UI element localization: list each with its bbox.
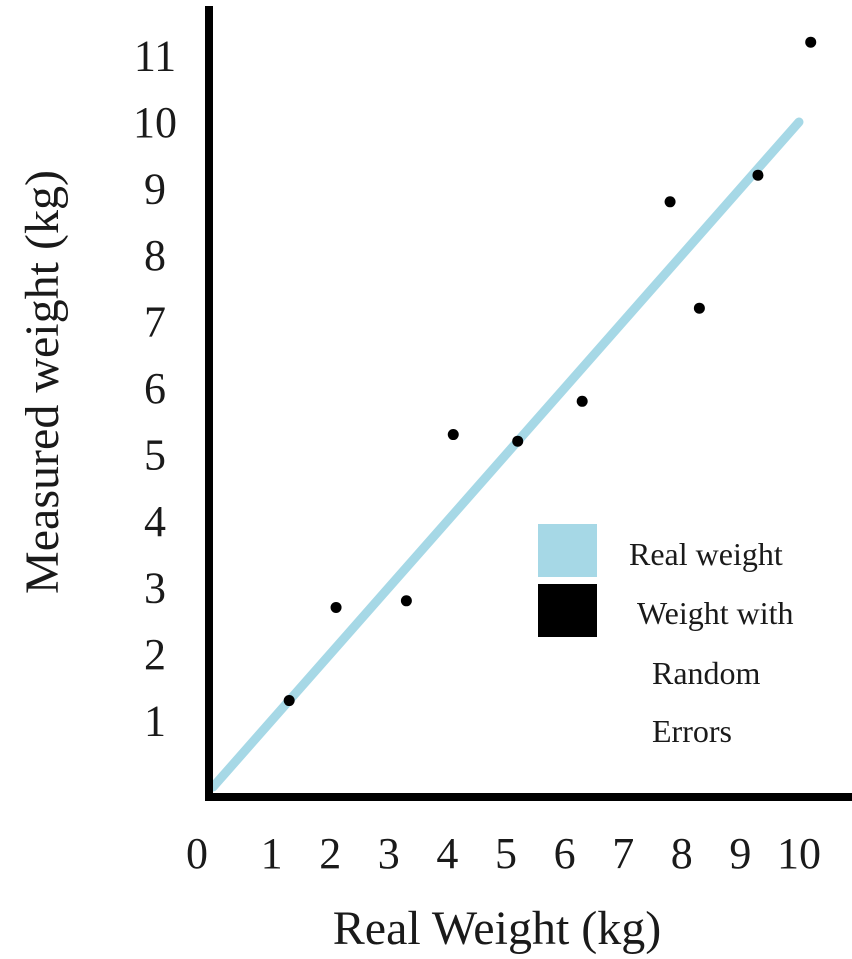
x-tick-label: 7 <box>612 829 634 878</box>
x-axis-title: Real Weight (kg) <box>333 902 662 955</box>
data-point <box>400 595 412 607</box>
legend-label: Real weight <box>629 536 783 572</box>
y-tick-label: 3 <box>144 564 166 613</box>
x-tick-label: 3 <box>378 829 400 878</box>
data-point <box>330 601 342 613</box>
data-point <box>752 169 764 181</box>
y-tick-label: 1 <box>144 697 166 746</box>
y-tick-label: 2 <box>144 630 166 679</box>
y-tick-label: 4 <box>144 497 166 546</box>
x-tick-label: 9 <box>729 829 751 878</box>
real-weight-line <box>208 117 804 792</box>
x-tick-label: 10 <box>777 829 821 878</box>
origin-label: 0 <box>186 829 208 878</box>
data-point <box>664 196 676 208</box>
data-point <box>283 695 295 707</box>
y-tick-label: 7 <box>144 298 166 347</box>
legend: Real weight Weight with Random Errors <box>538 524 794 749</box>
y-tick-label: 8 <box>144 231 166 280</box>
x-tick-label: 1 <box>261 829 283 878</box>
x-tick-label: 2 <box>319 829 341 878</box>
legend-label: Errors <box>652 713 732 749</box>
legend-label: Random <box>652 655 761 691</box>
legend-swatch <box>538 584 597 637</box>
y-axis-title: Measured weight (kg) <box>16 170 69 594</box>
data-point <box>693 302 705 314</box>
legend-swatch <box>538 524 597 577</box>
legend-label: Weight with <box>637 595 794 631</box>
y-tick-label: 5 <box>144 431 166 480</box>
x-tick-label: 8 <box>671 829 693 878</box>
data-point <box>447 429 459 441</box>
x-tick-label: 4 <box>436 829 458 878</box>
x-tick-label: 6 <box>554 829 576 878</box>
plot-marks <box>208 36 817 792</box>
data-point <box>805 36 817 48</box>
y-tick-label: 10 <box>133 98 177 147</box>
y-tick-labels: 1 2 3 4 5 6 7 8 9 10 11 <box>133 32 177 746</box>
data-point <box>576 395 588 407</box>
x-tick-labels: 1 2 3 4 5 6 7 8 9 10 <box>261 829 821 878</box>
y-tick-label: 9 <box>144 165 166 214</box>
y-tick-label: 11 <box>134 32 176 81</box>
data-point <box>512 435 524 447</box>
y-tick-label: 6 <box>144 364 166 413</box>
x-tick-label: 5 <box>495 829 517 878</box>
